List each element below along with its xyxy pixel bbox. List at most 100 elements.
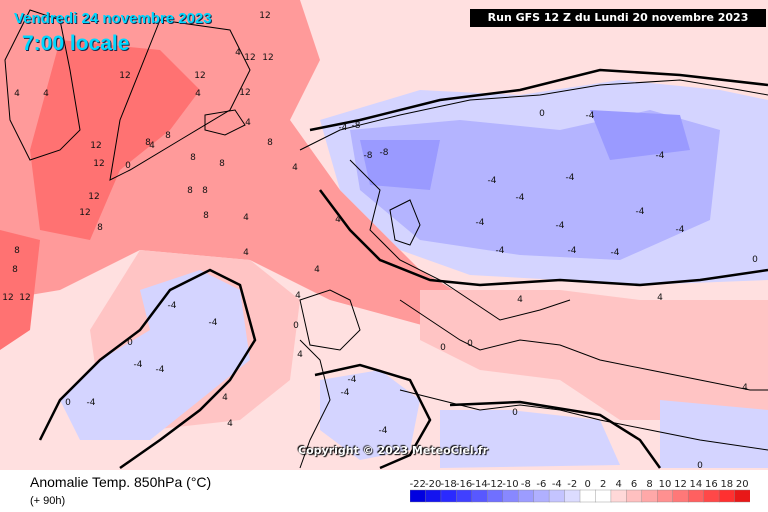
contour-label: 0 bbox=[293, 321, 299, 331]
contour-label: -4 bbox=[476, 218, 485, 228]
contour-label: 12 bbox=[194, 71, 205, 81]
cold-pool-north-africa bbox=[320, 370, 420, 460]
legend-swatch bbox=[471, 489, 488, 503]
contour-label: 12 bbox=[119, 71, 130, 81]
greenland-coast bbox=[4, 9, 81, 161]
legend-tick-label: 16 bbox=[705, 479, 718, 490]
norway-coast bbox=[299, 79, 768, 151]
contour-label: 0 bbox=[125, 161, 131, 171]
zero-isolines bbox=[38, 68, 768, 470]
light-warm-zone bbox=[420, 290, 768, 420]
contour-label: 8 bbox=[203, 211, 209, 221]
legend-swatch bbox=[533, 489, 550, 503]
legend-swatch bbox=[718, 489, 736, 503]
copyright-notice: Copyright © 2023 MeteoCiel.fr bbox=[298, 444, 489, 457]
contour-label: 4 bbox=[517, 295, 523, 305]
legend-tick-label: -6 bbox=[536, 479, 546, 490]
legend-tick-label: -4 bbox=[552, 479, 562, 490]
legend-swatch bbox=[502, 489, 519, 503]
zero-isoline-north bbox=[309, 68, 768, 132]
contour-label: 8 bbox=[187, 186, 193, 196]
contour-label: 0 bbox=[697, 461, 703, 470]
contour-label: 4 bbox=[243, 248, 249, 258]
contour-label: -4 bbox=[488, 176, 497, 186]
legend-swatch bbox=[641, 489, 658, 503]
contour-label: -4 bbox=[568, 246, 577, 256]
legend-tick-label: 6 bbox=[631, 479, 637, 490]
contour-label: 0 bbox=[65, 398, 71, 408]
legend-tick-label: -12 bbox=[487, 479, 503, 490]
legend-swatch bbox=[687, 489, 705, 503]
legend-swatch bbox=[456, 489, 473, 503]
contour-label: -4 bbox=[556, 221, 565, 231]
contour-label: 4 bbox=[243, 213, 249, 223]
legend-swatch bbox=[626, 489, 643, 503]
contour-label: -4 bbox=[636, 207, 645, 217]
contour-label: 4 bbox=[742, 383, 748, 393]
contour-label: 4 bbox=[335, 215, 341, 225]
legend-tick-label: -14 bbox=[471, 479, 487, 490]
africa-west-coast bbox=[299, 339, 331, 469]
contour-label: 8 bbox=[145, 138, 151, 148]
contour-label: 12 bbox=[90, 141, 101, 151]
legend-tick-label: 8 bbox=[646, 479, 652, 490]
contour-label: -4 bbox=[586, 111, 595, 121]
contour-label: 4 bbox=[245, 118, 251, 128]
legend-swatch bbox=[517, 489, 535, 503]
contour-label: 0 bbox=[467, 339, 473, 349]
contour-label: 8 bbox=[202, 186, 208, 196]
contour-label: 0 bbox=[440, 343, 446, 353]
contour-label: -8 bbox=[352, 121, 361, 131]
legend-tick-label: -10 bbox=[502, 479, 518, 490]
legend-swatch bbox=[657, 489, 674, 503]
contour-label: 4 bbox=[292, 163, 298, 173]
strong-warm-zone-3 bbox=[110, 60, 170, 85]
contour-label: -4 bbox=[209, 318, 218, 328]
contour-label: 8 bbox=[267, 138, 273, 148]
legend-swatch bbox=[595, 489, 612, 503]
contour-label: 12 bbox=[19, 293, 30, 303]
contour-label: -4 bbox=[87, 398, 96, 408]
contour-label: 4 bbox=[43, 89, 49, 99]
contour-label: -4 bbox=[496, 246, 505, 256]
contour-label: -4 bbox=[156, 365, 165, 375]
cold-pool-atlantic bbox=[60, 270, 250, 440]
contour-label: 12 bbox=[259, 11, 270, 21]
contour-label: -4 bbox=[168, 301, 177, 311]
zero-isoline-middle-east bbox=[449, 400, 662, 469]
contour-label: -4 bbox=[516, 193, 525, 203]
contour-label: 0 bbox=[539, 109, 545, 119]
contour-label: 12 bbox=[244, 53, 255, 63]
legend-swatch bbox=[564, 489, 581, 503]
contour-label: -8 bbox=[380, 148, 389, 158]
contour-label: 8 bbox=[219, 159, 225, 169]
legend-tick-label: -22 bbox=[410, 479, 426, 490]
contour-label: 4 bbox=[297, 350, 303, 360]
legend-swatch bbox=[440, 489, 458, 503]
mediterranean-north-coast bbox=[399, 299, 768, 391]
legend-tick-label: 2 bbox=[600, 479, 606, 490]
contour-label: -8 bbox=[364, 151, 373, 161]
valid-date: Vendredi 24 novembre 2023 bbox=[14, 10, 212, 27]
cold-pool-middle-east bbox=[440, 410, 620, 468]
legend-swatch bbox=[410, 489, 427, 503]
legend-tick-label: -18 bbox=[440, 479, 456, 490]
contour-label: 4 bbox=[149, 141, 155, 151]
legend-tick-label: -20 bbox=[425, 479, 441, 490]
contour-label: -4 bbox=[611, 248, 620, 258]
contour-label: 12 bbox=[2, 293, 13, 303]
contour-label: 4 bbox=[657, 293, 663, 303]
contour-label: 12 bbox=[239, 88, 250, 98]
legend-tick-label: 0 bbox=[585, 479, 591, 490]
contour-label: 8 bbox=[165, 131, 171, 141]
contour-label: 0 bbox=[752, 255, 758, 265]
legend-swatch bbox=[734, 489, 750, 503]
contour-label: -4 bbox=[348, 375, 357, 385]
contour-label: 12 bbox=[88, 192, 99, 202]
contour-label: 4 bbox=[14, 89, 20, 99]
contour-label: -4 bbox=[676, 225, 685, 235]
legend-swatch bbox=[579, 489, 597, 503]
contour-label: 0 bbox=[127, 338, 133, 348]
contour-label: 0 bbox=[512, 408, 518, 418]
